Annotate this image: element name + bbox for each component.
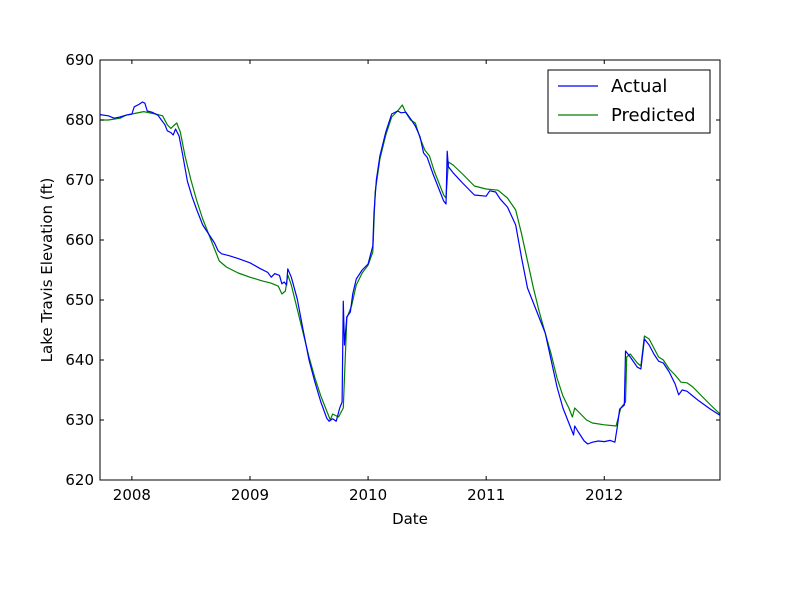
y-tick-label: 640 [65, 351, 94, 369]
y-axis-label: Lake Travis Elevation (ft) [38, 178, 56, 363]
x-tick-label: 2012 [585, 486, 623, 504]
legend-label-actual: Actual [611, 76, 667, 97]
x-tick-label: 2008 [113, 486, 151, 504]
y-tick-label: 670 [65, 171, 94, 189]
plot-border [99, 59, 721, 481]
y-tick-label: 690 [65, 51, 94, 69]
legend: Actual Predicted [547, 69, 711, 134]
y-tick-label: 650 [65, 291, 94, 309]
legend-box [547, 69, 711, 134]
x-tick-label: 2011 [467, 486, 505, 504]
y-tick-label: 620 [65, 471, 94, 489]
x-tick-label: 2009 [231, 486, 269, 504]
x-axis: 2008 2009 2010 2011 2012 [113, 60, 623, 504]
legend-label-predicted: Predicted [611, 105, 696, 126]
y-axis: 620 630 640 650 660 670 680 690 [65, 51, 720, 489]
y-tick-label: 660 [65, 231, 94, 249]
series-layer [99, 101, 721, 445]
y-tick-label: 630 [65, 411, 94, 429]
series-line-actual [99, 101, 721, 445]
x-tick-label: 2010 [349, 486, 387, 504]
x-axis-label: Date [392, 510, 428, 528]
y-tick-label: 680 [65, 111, 94, 129]
